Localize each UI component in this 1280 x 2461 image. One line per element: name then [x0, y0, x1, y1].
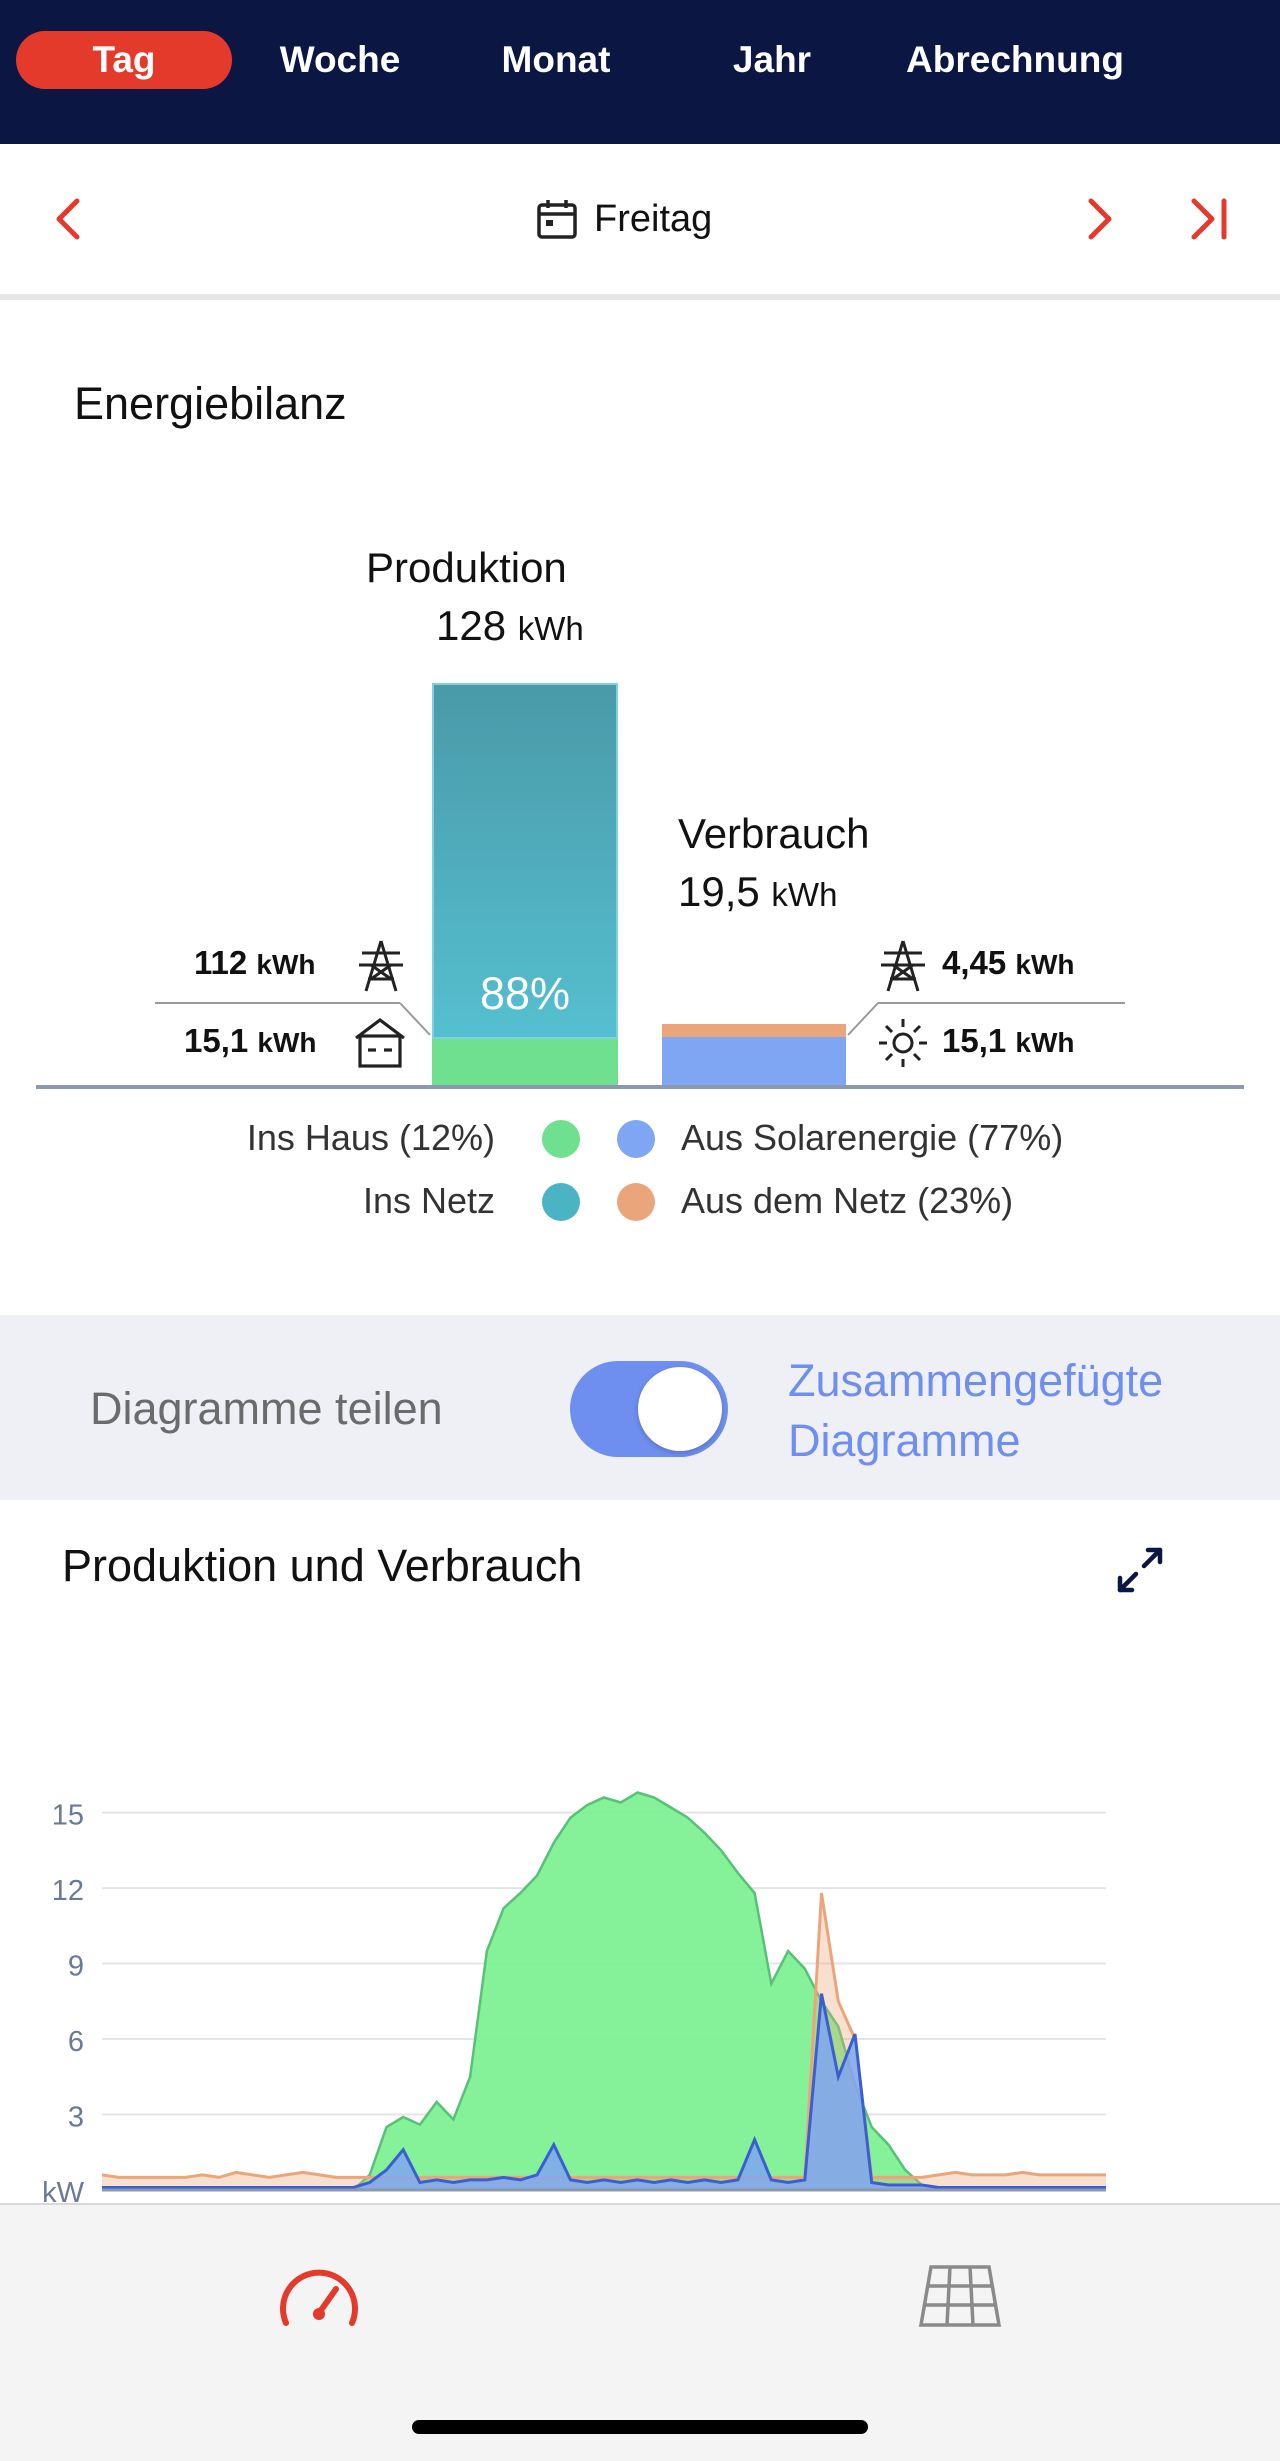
y-tick-label: 9: [68, 1951, 84, 1983]
previous-day-button[interactable]: [38, 189, 98, 249]
legend-teal-dot: [542, 1183, 580, 1221]
solar-panel-button[interactable]: [915, 2257, 1005, 2337]
self-consumption-value: 15,1 kWh: [184, 1022, 317, 1059]
legend-green-dot: [542, 1120, 580, 1158]
y-tick-label: 6: [68, 2026, 84, 2058]
bottom-navigation: [0, 2203, 1280, 2461]
production-grid-percent: 88%: [479, 968, 571, 1019]
production-value: 128: [436, 602, 507, 649]
date-navigation: Freitag: [0, 144, 1280, 300]
consumption-from-grid-bar: [662, 1024, 846, 1037]
solar-consumption-value: 15,1 kWh: [942, 1022, 1075, 1059]
chevron-right-icon: [1088, 198, 1112, 240]
power-pylon-icon: [881, 940, 925, 992]
legend-aus-solar: Aus Solarenergie (77%): [681, 1117, 1064, 1158]
energy-balance-title: Energiebilanz: [74, 378, 347, 429]
home-indicator: [412, 2420, 868, 2434]
toggle-knob: [638, 1367, 722, 1451]
consumption-unit: kWh: [771, 876, 838, 913]
date-picker[interactable]: Freitag: [536, 194, 712, 244]
solar-panel-icon: [918, 2265, 1002, 2327]
tab-woche[interactable]: Woche: [279, 39, 401, 80]
consumption-line: [102, 1993, 1106, 2189]
legend-ins-haus: Ins Haus (12%): [246, 1117, 495, 1158]
chart-mode-toggle-band: Diagramme teilen Zusammengefügte Diagram…: [0, 1315, 1280, 1500]
chart-title: Produktion und Verbrauch: [62, 1540, 583, 1591]
grid-line: [101, 1892, 1106, 2179]
consumption-total: 19,5 kWh: [678, 868, 837, 916]
date-label: Freitag: [594, 197, 713, 240]
legend-blue-dot: [617, 1120, 655, 1158]
tab-jahr[interactable]: Jahr: [732, 39, 812, 80]
merged-charts-label: Zusammengefügte Diagramme: [788, 1355, 1164, 1466]
grid-purchase-value: 4,45 kWh: [942, 944, 1075, 981]
next-day-button[interactable]: [1070, 189, 1130, 249]
consumption-value: 19,5: [678, 868, 760, 915]
house-icon: [355, 1018, 405, 1068]
legend-aus-netz: Aus dem Netz (23%): [681, 1180, 1014, 1221]
y-tick-label: 12: [52, 1875, 84, 1907]
expand-icon: [1117, 1547, 1163, 1593]
production-total: 128 kWh: [436, 602, 584, 650]
production-to-grid-bar: [432, 683, 618, 1039]
chart-mode-toggle[interactable]: [570, 1361, 728, 1457]
production-to-house-bar: [432, 1039, 618, 1087]
production-area: [102, 1792, 1106, 2190]
tab-abrechnung[interactable]: Abrechnung: [906, 39, 1124, 80]
dashboard-button[interactable]: [274, 2257, 364, 2337]
consumption-label: Verbrauch: [678, 810, 870, 857]
y-axis-unit-label: kW: [42, 2177, 85, 2203]
speedometer-icon: [280, 2269, 358, 2326]
production-unit: kWh: [517, 610, 584, 647]
production-label: Produktion: [366, 544, 567, 591]
split-charts-label: Diagramme teilen: [90, 1383, 443, 1434]
tab-tag[interactable]: Tag: [16, 31, 232, 89]
power-pylon-icon: [359, 940, 403, 992]
chevron-left-icon: [56, 198, 80, 240]
y-tick-label: 15: [52, 1800, 84, 1832]
tab-monat[interactable]: Monat: [501, 39, 611, 80]
sun-icon: [879, 1019, 927, 1067]
production-consumption-chart[interactable]: 15 12 9 6 3 kW: [0, 1690, 1280, 2203]
y-tick-label: 3: [68, 2102, 84, 2134]
skip-to-end-icon: [1191, 198, 1227, 240]
feed-in-grid-value: 112 kWh: [194, 944, 316, 981]
consumption-from-solar-bar: [662, 1037, 846, 1087]
balance-lines: [36, 1002, 1244, 1089]
legend-ins-netz: Ins Netz: [362, 1180, 495, 1221]
jump-to-today-button[interactable]: [1180, 189, 1240, 249]
legend-orange-dot: [617, 1183, 655, 1221]
expand-chart-button[interactable]: [1110, 1540, 1170, 1600]
period-tab-bar: Tag Woche Monat Jahr Abrechnung: [0, 0, 1280, 144]
calendar-icon: [537, 200, 577, 239]
